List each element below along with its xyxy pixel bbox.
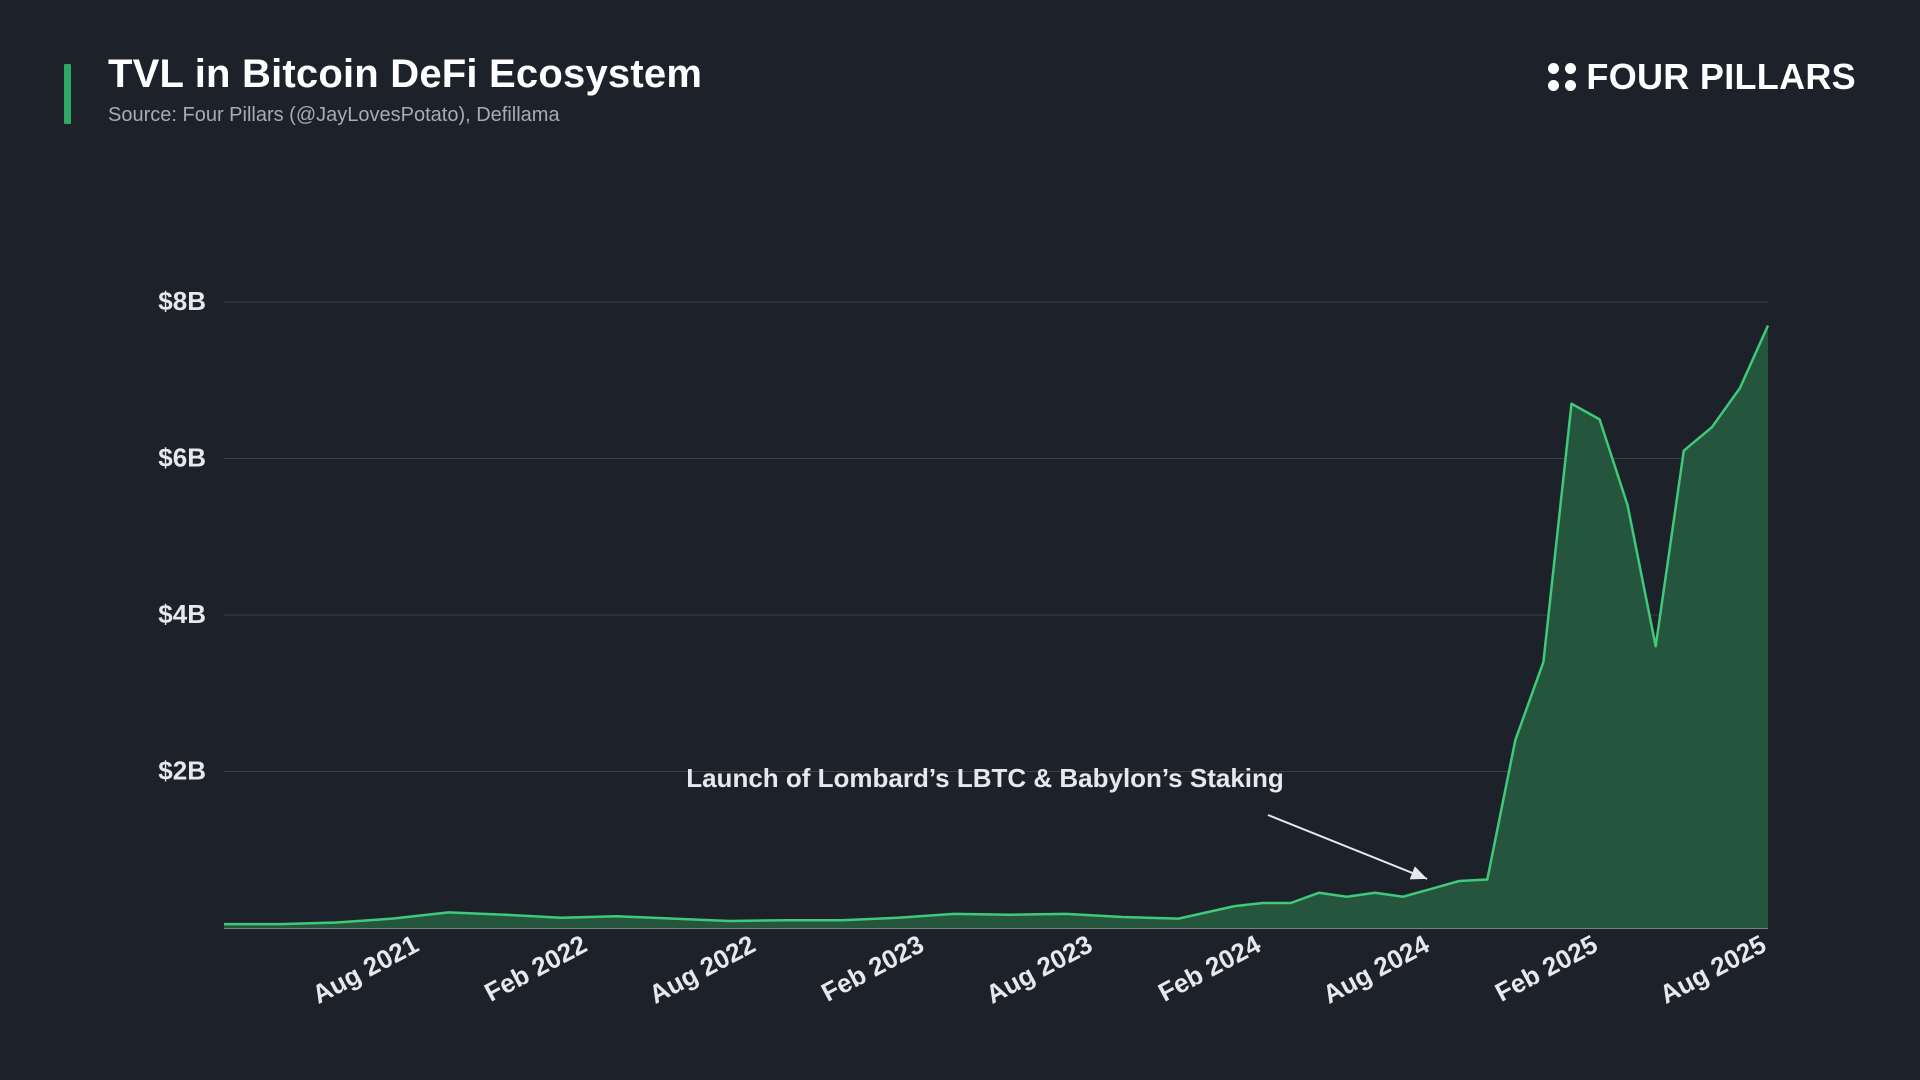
- x-tick-label: Aug 2025: [1655, 929, 1771, 1010]
- x-tick-label: Feb 2022: [479, 929, 591, 1008]
- tvl-series-line: [224, 324, 1770, 926]
- annotation-arrow-head: [1409, 866, 1428, 880]
- x-tick-label: Aug 2021: [307, 929, 423, 1010]
- y-tick-label: $6B: [158, 443, 206, 473]
- y-tick-label: $2B: [158, 756, 206, 786]
- y-tick-label: $4B: [158, 599, 206, 629]
- x-tick-label: Aug 2022: [644, 929, 760, 1010]
- x-tick-label: Aug 2023: [981, 929, 1097, 1010]
- chart-title: TVL in Bitcoin DeFi Ecosystem: [108, 52, 703, 96]
- title-accent-bar: [64, 64, 71, 124]
- annotation-arrow-line: [1267, 814, 1428, 880]
- y-tick-label: $8B: [158, 286, 206, 316]
- x-tick-label: Aug 2024: [1318, 929, 1435, 1010]
- x-tick-label: Feb 2023: [816, 929, 928, 1008]
- x-tick-label: Feb 2025: [1490, 929, 1602, 1008]
- x-tick-label: Feb 2024: [1153, 929, 1266, 1008]
- brand-name: FOUR PILLARS: [1586, 56, 1856, 97]
- annotation-label: Launch of Lombard’s LBTC & Babylon’s Sta…: [686, 763, 1284, 793]
- brand-logo: FOUR PILLARS: [1548, 56, 1856, 98]
- chart-source: Source: Four Pillars (@JayLovesPotato), …: [108, 104, 560, 126]
- four-dots-icon: [1548, 63, 1577, 91]
- tvl-area-fill: [224, 325, 1768, 928]
